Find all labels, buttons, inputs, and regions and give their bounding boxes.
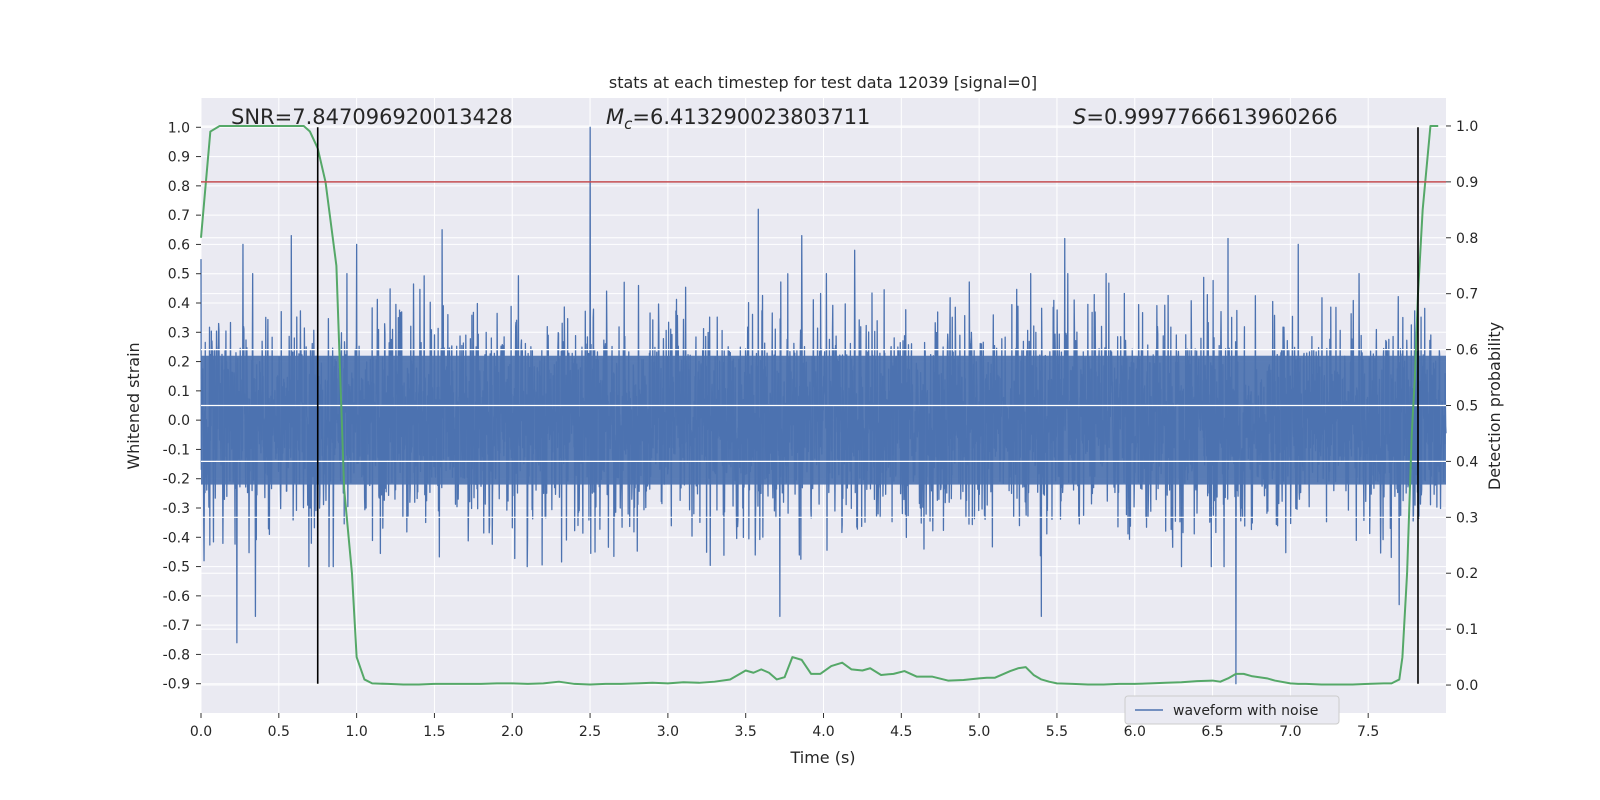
y2-tick-label: 0.8 bbox=[1456, 231, 1478, 247]
chirp-mass-value: =6.413290023803711 bbox=[632, 105, 870, 129]
y-tick-label: -0.1 bbox=[163, 442, 190, 458]
y-tick-label: 0.5 bbox=[168, 267, 190, 283]
y-tick-label: 1.0 bbox=[168, 120, 190, 136]
waveform-series bbox=[200, 126, 1447, 685]
y-axis-label: Whitened strain bbox=[124, 342, 143, 469]
chirp-mass-annotation: Mc=6.413290023803711 bbox=[606, 105, 870, 133]
y-tick-label: -0.9 bbox=[163, 677, 190, 693]
x-tick-label: 5.0 bbox=[968, 724, 990, 740]
y2-tick-label: 0.2 bbox=[1456, 566, 1478, 582]
y2-tick-label: 0.4 bbox=[1456, 454, 1478, 470]
y-tick-label: 0.6 bbox=[168, 237, 190, 253]
score-symbol: S bbox=[1073, 105, 1086, 129]
x-axis-label: Time (s) bbox=[789, 748, 855, 767]
y2-tick-label: 0.0 bbox=[1456, 678, 1478, 694]
y-tick-label: -0.7 bbox=[163, 618, 190, 634]
y2-tick-label: 0.3 bbox=[1456, 510, 1478, 526]
x-tick-label: 1.0 bbox=[345, 724, 367, 740]
x-tick-label: 1.5 bbox=[423, 724, 445, 740]
x-tick-label: 4.5 bbox=[890, 724, 912, 740]
snr-annotation: SNR=7.847096920013428 bbox=[231, 105, 513, 129]
x-tick-label: 6.5 bbox=[1201, 724, 1223, 740]
legend: waveform with noise bbox=[1124, 695, 1340, 725]
probability-series bbox=[200, 124, 1439, 686]
y-tick-label: -0.8 bbox=[163, 647, 190, 663]
y-tick-label: 0.0 bbox=[168, 413, 190, 429]
x-tick-label: 2.0 bbox=[501, 724, 523, 740]
chirp-mass-subscript: c bbox=[624, 115, 633, 133]
x-tick-label: 2.5 bbox=[579, 724, 601, 740]
markers bbox=[201, 127, 1446, 684]
chart-title: stats at each timestep for test data 120… bbox=[609, 73, 1037, 92]
y2-tick-label: 0.1 bbox=[1456, 622, 1478, 638]
waveform-core-band bbox=[201, 355, 1446, 485]
x-tick-label: 4.0 bbox=[812, 724, 834, 740]
x-tick-label: 7.0 bbox=[1279, 724, 1301, 740]
y-tick-label: -0.2 bbox=[163, 472, 190, 488]
probability-line bbox=[200, 124, 1439, 686]
y-tick-label: -0.5 bbox=[163, 560, 190, 576]
chirp-mass-symbol: M bbox=[606, 105, 624, 129]
score-value: =0.9997766613960266 bbox=[1086, 105, 1337, 129]
ticks: 0.0 0.5 1.0 1.5 2.0 2.5 3.0 3.5 4.0 4.5 5.0 5.5 6.0 6… bbox=[163, 119, 1479, 740]
y2-tick-label: 0.6 bbox=[1456, 343, 1478, 359]
x-tick-label: 3.5 bbox=[735, 724, 757, 740]
y-tick-label: 0.1 bbox=[168, 384, 190, 400]
y-tick-label: 0.8 bbox=[168, 179, 190, 195]
legend-label: waveform with noise bbox=[1173, 703, 1318, 719]
y-tick-label: 0.2 bbox=[168, 355, 190, 371]
y-tick-label: -0.3 bbox=[163, 501, 190, 517]
x-tick-label: 3.0 bbox=[657, 724, 679, 740]
score-annotation: S=0.9997766613960266 bbox=[1073, 105, 1338, 129]
legend-box bbox=[1124, 695, 1340, 725]
y2-tick-label: 1.0 bbox=[1456, 119, 1478, 135]
y-tick-label: 0.3 bbox=[168, 325, 190, 341]
x-tick-label: 6.0 bbox=[1124, 724, 1146, 740]
y2-tick-label: 0.7 bbox=[1456, 287, 1478, 303]
y-tick-label: -0.4 bbox=[163, 530, 190, 546]
y-tick-label: 0.4 bbox=[168, 296, 190, 312]
x-tick-label: 7.5 bbox=[1357, 724, 1379, 740]
y2-tick-label: 0.9 bbox=[1456, 175, 1478, 191]
x-tick-label: 0.5 bbox=[268, 724, 290, 740]
y2-axis-label: Detection probability bbox=[1485, 322, 1504, 490]
y-tick-label: 0.7 bbox=[168, 208, 190, 224]
x-tick-label: 5.5 bbox=[1046, 724, 1068, 740]
y2-tick-label: 0.5 bbox=[1456, 399, 1478, 415]
x-tick-label: 0.0 bbox=[190, 724, 212, 740]
y-tick-label: -0.6 bbox=[163, 589, 190, 605]
y-tick-label: 0.9 bbox=[168, 150, 190, 166]
